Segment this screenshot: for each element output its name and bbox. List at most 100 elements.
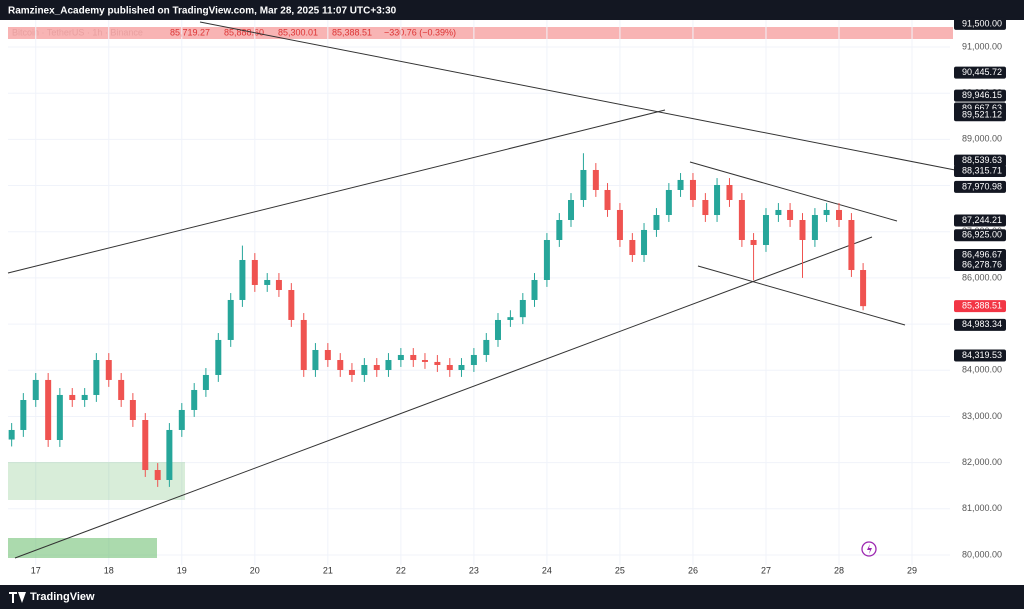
candle-body	[738, 200, 745, 240]
candle-body	[81, 394, 88, 401]
x-tick-label: 29	[907, 565, 917, 575]
candle-body	[677, 179, 684, 190]
header-text: Ramzinex_Academy published on TradingVie…	[8, 6, 397, 17]
footer-text: TradingView	[30, 591, 95, 603]
candle-body	[775, 209, 782, 216]
candle-body	[714, 184, 721, 216]
y-tick-label: 91,000.00	[962, 41, 1002, 51]
candle-body	[434, 361, 441, 366]
price-tag	[954, 164, 1006, 177]
x-tick-label: 27	[761, 565, 771, 575]
price-tag-label: 84,983.34	[962, 319, 1002, 329]
candle-body	[629, 239, 636, 256]
candle-body	[191, 389, 198, 410]
alert-icon-bolt	[867, 544, 872, 554]
candle-body	[556, 219, 563, 240]
price-tag-label: 87,244.21	[962, 215, 1002, 225]
candle-body	[93, 360, 100, 395]
legend-bar	[8, 27, 953, 39]
legend-open: 85,719.27	[170, 27, 210, 37]
candle-body	[811, 215, 818, 240]
candle-body	[397, 354, 404, 361]
y-tick-label: 86,000.00	[962, 272, 1002, 282]
candle-body	[202, 374, 209, 390]
x-tick-label: 19	[177, 565, 187, 575]
candle-body	[592, 169, 599, 190]
candle-body	[251, 259, 258, 285]
trendline	[689, 161, 898, 222]
candle-body	[726, 184, 733, 201]
footer-bar	[0, 585, 1024, 609]
price-tag-label: 86,496.67	[962, 249, 1002, 259]
candle-body	[483, 339, 490, 355]
candle-body	[421, 360, 428, 362]
y-tick-label: 89,000.00	[962, 134, 1002, 144]
y-tick-label: 83,000.00	[962, 411, 1002, 421]
candle-body	[337, 360, 344, 370]
price-tag-label: 89,946.15	[962, 90, 1002, 100]
x-tick-label: 23	[469, 565, 479, 575]
candle-body	[531, 279, 538, 300]
candle-body	[275, 279, 282, 291]
price-tag-label: 86,278.76	[962, 259, 1002, 269]
price-tag	[954, 89, 1006, 102]
legend-low: 85,300.01	[278, 27, 318, 37]
candle-body	[410, 354, 417, 361]
price-tag-label: 89,667.63	[962, 103, 1002, 113]
x-tick-label: 17	[31, 565, 41, 575]
x-tick-label: 18	[104, 565, 114, 575]
candle-body	[787, 209, 794, 220]
alert-icon[interactable]	[861, 541, 877, 557]
candle-body	[848, 219, 855, 271]
price-tag-label: 87,970.98	[962, 181, 1002, 191]
legend-symbol: Bitcoin · TetherUS · 1h · Binance	[12, 27, 143, 37]
candle-body	[860, 270, 867, 307]
price-tag-label: 84,319.53	[962, 350, 1002, 360]
price-tag-label: 91,500.00	[962, 18, 1002, 28]
candle-body	[105, 360, 112, 380]
price-tag-label: 89,521.12	[962, 110, 1002, 120]
candle-body	[458, 365, 465, 370]
candle-body	[689, 179, 696, 201]
candle-body	[348, 369, 355, 375]
trendline	[7, 109, 666, 274]
y-tick-label: 81,000.00	[962, 503, 1002, 513]
candle-body	[239, 259, 246, 300]
candle-body	[288, 290, 295, 320]
candle-body	[568, 200, 575, 220]
legend-high: 85,888.60	[224, 27, 264, 37]
price-tag	[954, 318, 1006, 331]
candle-body	[264, 279, 271, 285]
candle-body	[702, 200, 709, 216]
candle-body	[56, 394, 63, 440]
candle-body	[543, 239, 550, 280]
candle-body	[616, 209, 623, 240]
trendline	[697, 265, 906, 326]
y-tick-label: 82,000.00	[962, 457, 1002, 467]
candle-body	[580, 169, 587, 201]
candle-body	[823, 209, 830, 216]
price-tag	[954, 109, 1006, 122]
price-tag	[954, 248, 1006, 261]
candle-body	[446, 365, 453, 370]
price-tag-label: 86,925.00	[962, 230, 1002, 240]
x-tick-label: 24	[542, 565, 552, 575]
x-tick-label: 26	[688, 565, 698, 575]
price-tag	[954, 300, 1006, 313]
candle-body	[45, 379, 52, 440]
candle-body	[799, 219, 806, 240]
candle-body	[507, 317, 514, 320]
candle-body	[166, 429, 173, 480]
header-bar	[0, 0, 1024, 20]
candle-body	[361, 365, 368, 375]
candle-body	[385, 360, 392, 370]
legend-change: −330.76 (−0.39%)	[384, 27, 456, 37]
price-tag	[954, 66, 1006, 79]
candle-body	[129, 400, 136, 420]
candle-body	[519, 299, 526, 318]
demand-zone	[8, 462, 185, 500]
candle-body	[641, 229, 648, 256]
price-tag-label: 85,388.51	[962, 301, 1002, 311]
x-tick-label: 25	[615, 565, 625, 575]
